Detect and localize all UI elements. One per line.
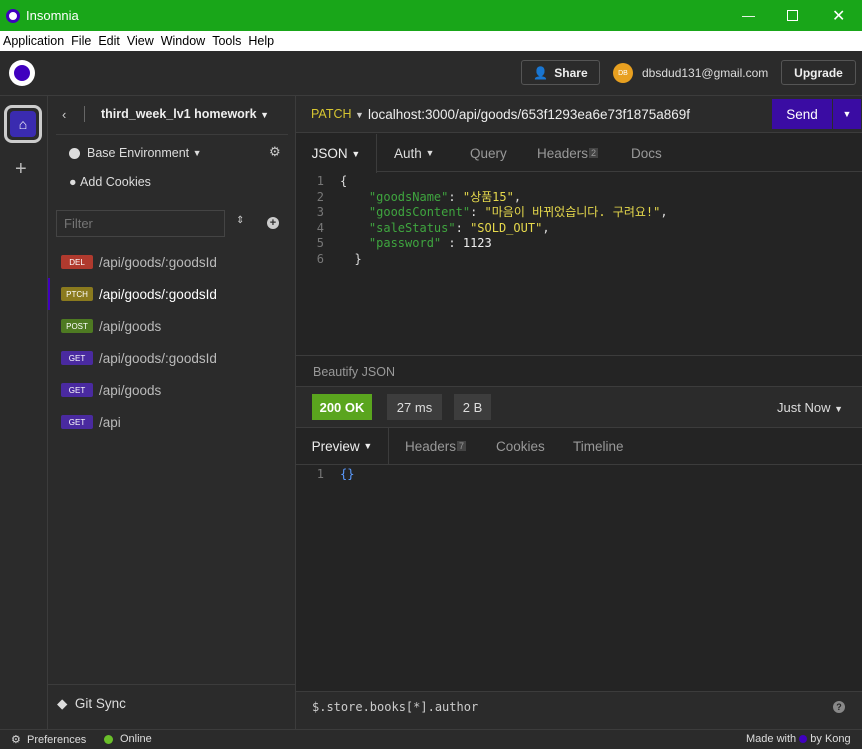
request-list: DEL/api/goods/:goodsId PTCH/api/goods/:go… — [48, 246, 295, 438]
main-pane: PATCH ▼ localhost:3000/api/goods/653f129… — [296, 96, 862, 729]
online-dot-icon — [104, 734, 113, 744]
back-icon[interactable]: ‹ — [62, 107, 67, 122]
response-body: 1{} — [316, 467, 355, 481]
send-options-icon[interactable]: ▼ — [833, 99, 861, 129]
add-cookies-button[interactable]: ● Add Cookies — [69, 175, 151, 189]
method-badge: GET — [61, 415, 93, 429]
request-path: /api/goods/:goodsId — [99, 254, 217, 270]
menu-view[interactable]: View — [126, 34, 154, 48]
menu-bar: Application File Edit View Window Tools … — [0, 31, 862, 51]
add-request-icon[interactable]: + — [267, 217, 279, 229]
tab-headers[interactable]: Headers 2 — [537, 145, 599, 161]
gear-icon: ⚙ — [11, 734, 21, 746]
headers-count: 2 — [589, 148, 599, 158]
response-size: 2 B — [454, 394, 491, 420]
sidebar: ‹ third_week_lv1 homework ▼ Base Environ… — [48, 96, 296, 729]
close-button[interactable]: ✕ — [832, 7, 846, 25]
minimize-button[interactable]: — — [742, 8, 755, 23]
cookie-icon: ● — [69, 175, 77, 189]
response-headers-count: 7 — [457, 441, 467, 451]
add-user-icon: 👤 — [533, 65, 549, 80]
request-path: /api/goods/:goodsId — [99, 286, 217, 302]
window-title: Insomnia — [26, 8, 79, 23]
heart-icon — [799, 735, 808, 743]
sidebar-request-item[interactable]: GET/api/goods/:goodsId — [48, 342, 295, 374]
request-path: /api/goods — [99, 382, 162, 398]
environment-dot-icon — [69, 147, 80, 159]
avatar[interactable]: DB — [613, 63, 633, 83]
menu-tools[interactable]: Tools — [212, 34, 242, 48]
git-sync-button[interactable]: ◆ Git Sync — [57, 696, 126, 711]
menu-edit[interactable]: Edit — [98, 34, 120, 48]
sidebar-request-item[interactable]: POST/api/goods — [48, 310, 295, 342]
request-body-editor[interactable]: 1{ 2 "goodsName": "상품15", 3 "goodsConten… — [316, 174, 668, 266]
menu-file[interactable]: File — [71, 34, 92, 48]
sidebar-request-item[interactable]: GET/api/goods — [48, 374, 295, 406]
tab-query[interactable]: Query — [470, 145, 507, 161]
sidebar-request-item[interactable]: DEL/api/goods/:goodsId — [48, 246, 295, 278]
workspace-rail: ⌂ + — [0, 96, 48, 729]
add-workspace-icon[interactable]: + — [15, 158, 27, 180]
help-icon[interactable]: ? — [833, 701, 845, 713]
tab-auth[interactable]: Auth ▼ — [394, 145, 435, 161]
response-time: 27 ms — [387, 394, 442, 420]
made-with: Made with by Kong — [746, 733, 851, 745]
method-dropdown[interactable]: PATCH ▼ — [311, 107, 364, 121]
method-badge: POST — [61, 319, 93, 333]
maximize-button[interactable] — [787, 10, 798, 21]
sort-icon[interactable]: ⇕ — [236, 215, 245, 226]
request-path: /api/goods/:goodsId — [99, 350, 217, 366]
menu-application[interactable]: Application — [3, 34, 65, 48]
status-bar: ⚙ Preferences Online Made with by Kong — [0, 729, 862, 749]
menu-help[interactable]: Help — [248, 34, 275, 48]
app-header: 👤 Share DB dbsdud131@gmail.com Upgrade — [0, 51, 862, 96]
git-icon: ◆ — [57, 696, 68, 711]
home-icon: ⌂ — [10, 111, 36, 137]
filter-input[interactable] — [56, 210, 225, 237]
user-email: dbsdud131@gmail.com — [642, 66, 769, 80]
sidebar-request-item[interactable]: GET/api — [48, 406, 295, 438]
menu-window[interactable]: Window — [160, 34, 206, 48]
url-input[interactable]: localhost:3000/api/goods/653f1293ea6e73f… — [368, 107, 691, 122]
environment-dropdown[interactable]: Base Environment ▼ — [69, 146, 202, 160]
method-badge: PTCH — [61, 287, 93, 301]
tab-json[interactable]: JSON ▼ — [296, 134, 377, 173]
response-filter-input[interactable]: $.store.books[*].author — [312, 700, 479, 714]
method-badge: DEL — [61, 255, 93, 269]
gear-icon[interactable]: ⚙ — [269, 144, 281, 159]
insomnia-logo-icon[interactable] — [9, 60, 35, 86]
request-path: /api/goods — [99, 318, 162, 334]
upgrade-button[interactable]: Upgrade — [781, 60, 856, 85]
tab-cookies[interactable]: Cookies — [496, 438, 545, 454]
sidebar-request-item[interactable]: PTCH/api/goods/:goodsId — [48, 278, 295, 310]
title-bar: Insomnia — ✕ — [0, 0, 862, 31]
tab-response-headers[interactable]: Headers 7 — [405, 438, 467, 454]
online-status: Online — [104, 733, 152, 745]
send-button[interactable]: Send — [772, 99, 832, 129]
tab-preview[interactable]: Preview ▼ — [296, 427, 389, 465]
method-badge: GET — [61, 351, 93, 365]
history-dropdown[interactable]: Just Now ▼ — [777, 400, 844, 415]
tab-timeline[interactable]: Timeline — [573, 438, 624, 454]
preferences-button[interactable]: ⚙ Preferences — [11, 734, 87, 746]
tab-docs[interactable]: Docs — [631, 145, 662, 161]
beautify-json-button[interactable]: Beautify JSON — [313, 365, 395, 379]
share-button[interactable]: 👤 Share — [521, 60, 600, 85]
method-badge: GET — [61, 383, 93, 397]
chevron-down-icon: ▼ — [260, 110, 270, 120]
insomnia-logo-icon — [6, 8, 20, 23]
status-badge: 200 OK — [312, 394, 372, 420]
project-dropdown[interactable]: third_week_lv1 homework ▼ — [101, 107, 270, 121]
request-path: /api — [99, 414, 121, 430]
home-button[interactable]: ⌂ — [4, 105, 42, 143]
